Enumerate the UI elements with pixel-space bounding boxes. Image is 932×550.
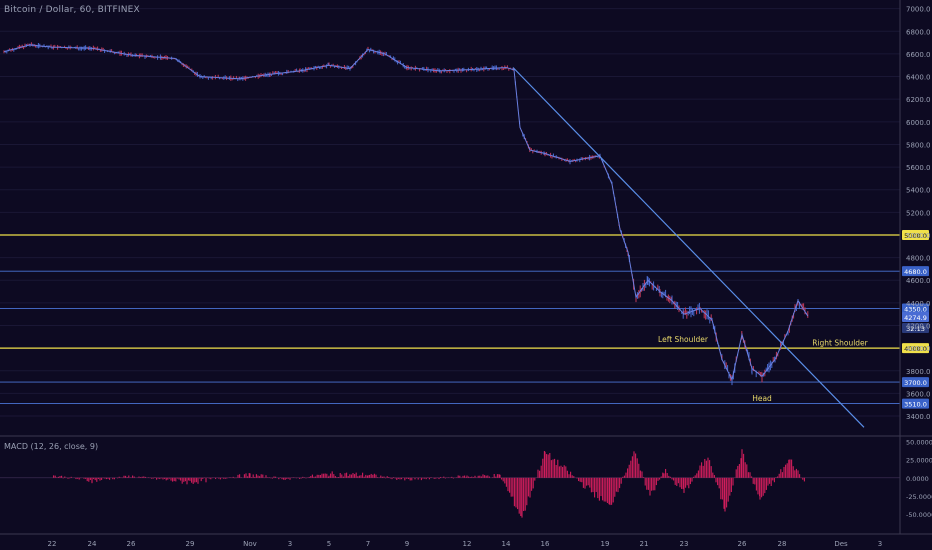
y-tick-label: 5000.0: [906, 232, 931, 240]
level-label: 4680.0: [904, 268, 927, 276]
y-tick-label: 3800.0: [906, 368, 931, 376]
y-tick-label: 6200.0: [906, 96, 931, 104]
macd-y-tick-label: 50.0000: [906, 439, 932, 447]
annotation-label: Head: [752, 394, 772, 403]
annotation-label: Left Shoulder: [658, 335, 709, 344]
current-price-badge: [902, 312, 929, 323]
level-badge: [902, 229, 929, 240]
x-tick-label: 22: [48, 540, 57, 548]
x-tick-label: 5: [327, 540, 331, 548]
y-tick-label: 6800.0: [906, 28, 931, 36]
annotation-label: Right Shoulder: [812, 338, 868, 347]
macd-y-tick-label: 0.0000: [906, 475, 929, 483]
price-line: [3, 44, 809, 382]
y-tick-label: 7000.0: [906, 6, 931, 14]
descending-trendline[interactable]: [512, 67, 865, 428]
level-badge: [902, 266, 929, 277]
y-tick-label: 6400.0: [906, 74, 931, 82]
x-tick-label: Des: [834, 540, 848, 548]
level-label: 4000.0: [904, 345, 927, 353]
y-tick-label: 4800.0: [906, 255, 931, 263]
x-tick-label: 16: [541, 540, 550, 548]
x-tick-label: 24: [88, 540, 97, 548]
countdown-label: 32:13: [906, 325, 925, 333]
x-tick-label: 21: [640, 540, 649, 548]
y-tick-label: 4400.0: [906, 300, 931, 308]
y-tick-label: 4000.0: [906, 345, 931, 353]
x-tick-label: 7: [366, 540, 370, 548]
y-tick-label: 6000.0: [906, 119, 931, 127]
y-tick-label: 6600.0: [906, 51, 931, 59]
level-label: 3700.0: [904, 379, 927, 387]
macd-y-tick-label: 25.0000: [906, 457, 932, 465]
level-label: 4350.0: [904, 306, 927, 314]
x-tick-label: 14: [502, 540, 511, 548]
x-tick-label: 26: [738, 540, 747, 548]
y-tick-label: 5200.0: [906, 209, 931, 217]
y-tick-label: 4200.0: [906, 323, 931, 331]
x-tick-label: 12: [463, 540, 472, 548]
current-price-label: 4274.9: [904, 314, 927, 322]
countdown-badge: [902, 323, 929, 334]
y-tick-label: 5600.0: [906, 164, 931, 172]
level-badge: [902, 377, 929, 388]
x-tick-label: 19: [601, 540, 610, 548]
level-label: 3510.0: [904, 401, 927, 409]
x-tick-label: 26: [127, 540, 136, 548]
level-label: 5000.0: [904, 232, 927, 240]
macd-histogram: [0, 449, 900, 518]
y-tick-label: 3400.0: [906, 413, 931, 421]
level-badge: [902, 343, 929, 354]
chart-title: Bitcoin / Dollar, 60, BITFINEX: [4, 5, 140, 15]
x-tick-label: 3: [878, 540, 882, 548]
x-tick-label: 9: [405, 540, 409, 548]
macd-y-tick-label: -50.0000: [906, 511, 932, 519]
pattern-annotations: Left Shoulder Head Right Shoulder: [658, 335, 869, 403]
y-tick-label: 5400.0: [906, 187, 931, 195]
x-tick-label: 3: [288, 540, 292, 548]
x-tick-label: 23: [680, 540, 689, 548]
y-tick-label: 5800.0: [906, 141, 931, 149]
x-tick-label: Nov: [243, 540, 257, 548]
y-tick-label: 4600.0: [906, 277, 931, 285]
macd-title: MACD (12, 26, close, 9): [4, 442, 99, 451]
x-tick-label: 28: [778, 540, 787, 548]
level-badge: [902, 303, 929, 314]
horizontal-levels: 5000.0 4680.0 4350.0 4000.0 3700.0 3510.0 4274…: [0, 229, 929, 409]
macd-y-tick-label: -25.0000: [906, 493, 932, 501]
x-tick-label: 29: [186, 540, 195, 548]
level-badge: [902, 398, 929, 409]
y-tick-label: 3600.0: [906, 390, 931, 398]
